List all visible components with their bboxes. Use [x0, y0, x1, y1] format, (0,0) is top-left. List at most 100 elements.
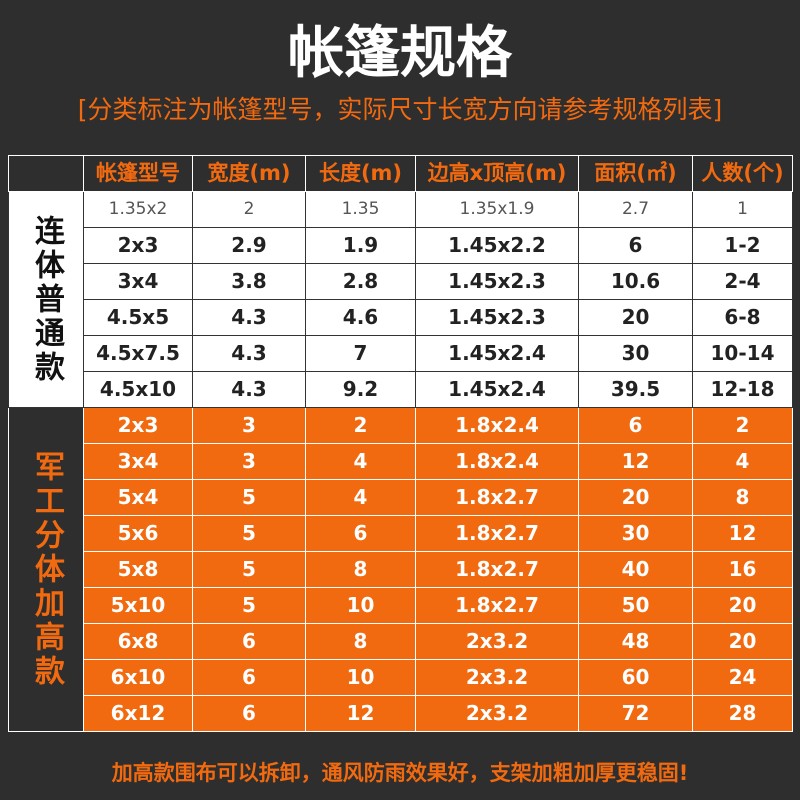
cell: 2.7 [578, 191, 693, 228]
cell: 5 [192, 479, 306, 516]
cell: 5 [192, 551, 306, 588]
cell: 3 [192, 407, 306, 444]
cell: 28 [692, 695, 793, 732]
cell: 6 [578, 227, 693, 264]
cell: 5 [192, 515, 306, 552]
row: 6x10 6 10 2x3.2 60 24 [9, 659, 793, 696]
cell: 8 [692, 479, 793, 516]
cell: 9.2 [305, 371, 416, 408]
cell: 6x8 [83, 623, 193, 660]
subtitle: [分类标注为帐篷型号，实际尺寸长宽方向请参考规格列表] [77, 95, 723, 124]
cell: 1.45x2.2 [415, 227, 579, 264]
cell: 20 [578, 479, 693, 516]
cell: 4.5x7.5 [83, 335, 193, 372]
row: 6x8 6 8 2x3.2 48 20 [9, 623, 793, 660]
cell: 1.35x2 [83, 191, 193, 228]
cell: 2.9 [192, 227, 306, 264]
row: 6x12 6 12 2x3.2 72 28 [9, 695, 793, 732]
cell: 1-2 [692, 227, 793, 264]
cell: 20 [692, 587, 793, 624]
row: 3x4 3 4 1.8x2.4 12 4 [9, 443, 793, 480]
cell: 3.8 [192, 263, 306, 300]
cell: 1.35 [305, 191, 416, 228]
cell: 5x6 [83, 515, 193, 552]
cell: 1.45x2.4 [415, 335, 579, 372]
spec-table: 帐篷型号 宽度(m) 长度(m) 边高x顶高(m) 面积(㎡) 人数(个) 连体普通款 1.… [8, 155, 793, 732]
column-header: 人数(个) [692, 155, 793, 192]
group-label: 连体普通款 [8, 191, 84, 408]
cell: 24 [692, 659, 793, 696]
cell: 6x10 [83, 659, 193, 696]
cell: 10 [305, 587, 416, 624]
cell: 60 [578, 659, 693, 696]
cell: 5x4 [83, 479, 193, 516]
cell: 7 [305, 335, 416, 372]
cell: 2x3.2 [415, 623, 579, 660]
cell: 1.35x1.9 [415, 191, 579, 228]
cell: 8 [305, 551, 416, 588]
cell: 1.8x2.4 [415, 407, 579, 444]
cell: 30 [578, 515, 693, 552]
cell: 5 [192, 587, 306, 624]
column-header: 边高x顶高(m) [415, 155, 579, 192]
cell: 6x12 [83, 695, 193, 732]
cell: 10.6 [578, 263, 693, 300]
cell: 6 [192, 695, 306, 732]
cell: 10-14 [692, 335, 793, 372]
cell: 12 [692, 515, 793, 552]
cell: 2-4 [692, 263, 793, 300]
cell: 20 [692, 623, 793, 660]
cell: 4.5x10 [83, 371, 193, 408]
row: 4.5x5 4.3 4.6 1.45x2.3 20 6-8 [9, 299, 793, 336]
cell: 16 [692, 551, 793, 588]
cell: 4 [305, 443, 416, 480]
cell: 12-18 [692, 371, 793, 408]
cell: 2x3 [83, 227, 193, 264]
column-header: 长度(m) [305, 155, 416, 192]
cell: 1.9 [305, 227, 416, 264]
cell: 4 [305, 479, 416, 516]
cell: 48 [578, 623, 693, 660]
row: 3x4 3.8 2.8 1.45x2.3 10.6 2-4 [9, 263, 793, 300]
title: 帐篷规格 [288, 21, 512, 86]
cell: 50 [578, 587, 693, 624]
footer: 加高款围布可以拆卸，通风防雨效果好，支架加粗加厚更稳固! [111, 761, 689, 785]
cell: 30 [578, 335, 693, 372]
cell: 5x8 [83, 551, 193, 588]
row: 4.5x7.5 4.3 7 1.45x2.4 30 10-14 [9, 335, 793, 372]
cell: 1.45x2.3 [415, 299, 579, 336]
cell: 1.8x2.7 [415, 479, 579, 516]
cell: 6 [578, 407, 693, 444]
cell: 3x4 [83, 263, 193, 300]
row: 军工分体加高款 2x3 3 2 1.8x2.4 6 2 [8, 407, 793, 732]
cell: 72 [578, 695, 693, 732]
cell: 4 [692, 443, 793, 480]
row: 5x10 5 10 1.8x2.7 50 20 [9, 587, 793, 624]
cell: 3 [192, 443, 306, 480]
cell: 4.5x5 [83, 299, 193, 336]
cell: 6-8 [692, 299, 793, 336]
cell: 3x4 [83, 443, 193, 480]
cell: 1.8x2.7 [415, 515, 579, 552]
cell: 6 [192, 623, 306, 660]
cell: 2 [192, 191, 306, 228]
cell: 1.8x2.7 [415, 551, 579, 588]
row: 4.5x10 4.3 9.2 1.45x2.4 39.5 12-18 [9, 371, 793, 408]
cell: 4.3 [192, 299, 306, 336]
cell: 8 [305, 623, 416, 660]
cell: 12 [305, 695, 416, 732]
cell: 1 [692, 191, 793, 228]
cell: 1.8x2.7 [415, 587, 579, 624]
cell: 2x3 [83, 407, 193, 444]
cell: 5x10 [83, 587, 193, 624]
cell: 6 [305, 515, 416, 552]
cell: 4.6 [305, 299, 416, 336]
cell: 20 [578, 299, 693, 336]
cell: 39.5 [578, 371, 693, 408]
row: 连体普通款 1.35x2 2 1.35 1.35x1.9 2.7 1 [8, 191, 793, 408]
header-row: 帐篷型号 宽度(m) 长度(m) 边高x顶高(m) 面积(㎡) 人数(个) [8, 155, 793, 192]
cell: 12 [578, 443, 693, 480]
cell: 2x3.2 [415, 695, 579, 732]
row: 5x6 5 6 1.8x2.7 30 12 [9, 515, 793, 552]
